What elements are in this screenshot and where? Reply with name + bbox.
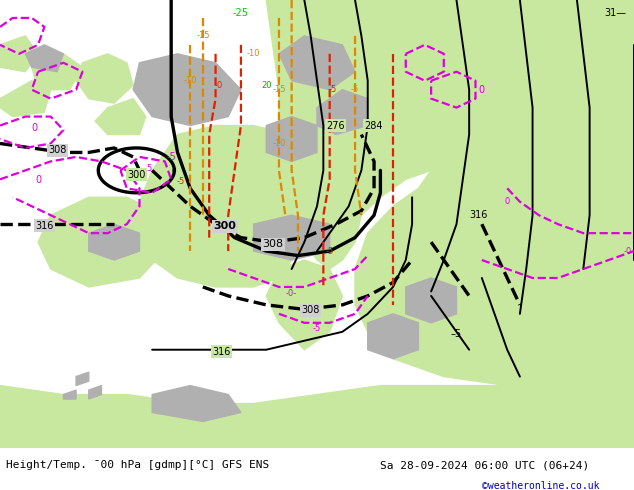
- Polygon shape: [32, 54, 82, 90]
- Text: -25: -25: [233, 8, 249, 19]
- Polygon shape: [266, 0, 634, 269]
- Polygon shape: [0, 386, 634, 448]
- Text: –5: –5: [451, 329, 462, 339]
- Text: 316: 316: [213, 346, 231, 357]
- Polygon shape: [89, 386, 101, 399]
- Text: -5: -5: [313, 324, 321, 333]
- Polygon shape: [0, 36, 38, 72]
- Polygon shape: [89, 224, 139, 260]
- Text: Height/Temp. ¯00 hPa [gdmp][°C] GFS ENS: Height/Temp. ¯00 hPa [gdmp][°C] GFS ENS: [6, 460, 269, 470]
- Text: -5: -5: [351, 85, 359, 94]
- Text: 0: 0: [479, 85, 485, 95]
- Text: 308: 308: [262, 239, 283, 249]
- Polygon shape: [152, 386, 241, 421]
- Text: 0: 0: [505, 197, 510, 206]
- Polygon shape: [139, 125, 330, 287]
- Text: -10: -10: [272, 139, 286, 148]
- Polygon shape: [25, 45, 63, 72]
- Text: -5: -5: [166, 152, 176, 162]
- Text: Sa 28-09-2024 06:00 UTC (06+24): Sa 28-09-2024 06:00 UTC (06+24): [380, 460, 590, 470]
- Text: -5: -5: [325, 246, 334, 256]
- Polygon shape: [133, 54, 241, 125]
- Polygon shape: [76, 54, 133, 103]
- Text: 300: 300: [214, 221, 236, 231]
- Polygon shape: [406, 278, 456, 323]
- Polygon shape: [38, 197, 165, 287]
- Text: 20: 20: [261, 81, 271, 90]
- Text: 0: 0: [35, 175, 41, 185]
- Text: 308: 308: [48, 145, 66, 155]
- Text: -10: -10: [247, 49, 261, 58]
- Text: -5: -5: [328, 85, 337, 94]
- Text: -0: -0: [623, 246, 632, 256]
- Text: -10: -10: [183, 76, 197, 85]
- Text: 5: 5: [146, 164, 152, 172]
- Polygon shape: [76, 372, 89, 386]
- Polygon shape: [317, 90, 368, 135]
- Polygon shape: [63, 390, 76, 399]
- Polygon shape: [355, 161, 634, 404]
- Text: 31—: 31—: [604, 8, 626, 19]
- Text: -0: -0: [214, 81, 223, 90]
- Text: -15: -15: [196, 31, 210, 40]
- Text: -15: -15: [272, 85, 286, 94]
- Text: 0: 0: [32, 123, 38, 133]
- Text: -0-: -0-: [286, 289, 297, 298]
- Text: 276: 276: [327, 121, 345, 130]
- Text: 316: 316: [470, 210, 488, 220]
- Text: 300: 300: [127, 170, 145, 180]
- Text: -5: -5: [176, 177, 185, 186]
- Polygon shape: [368, 314, 418, 359]
- Text: 308: 308: [302, 305, 320, 315]
- Text: 284: 284: [365, 121, 383, 130]
- Polygon shape: [266, 117, 317, 161]
- Polygon shape: [0, 81, 51, 117]
- Polygon shape: [95, 98, 146, 135]
- Polygon shape: [279, 36, 355, 90]
- Text: ©weatheronline.co.uk: ©weatheronline.co.uk: [482, 481, 599, 490]
- Text: 316: 316: [36, 220, 53, 230]
- Polygon shape: [254, 215, 330, 260]
- Polygon shape: [266, 260, 342, 350]
